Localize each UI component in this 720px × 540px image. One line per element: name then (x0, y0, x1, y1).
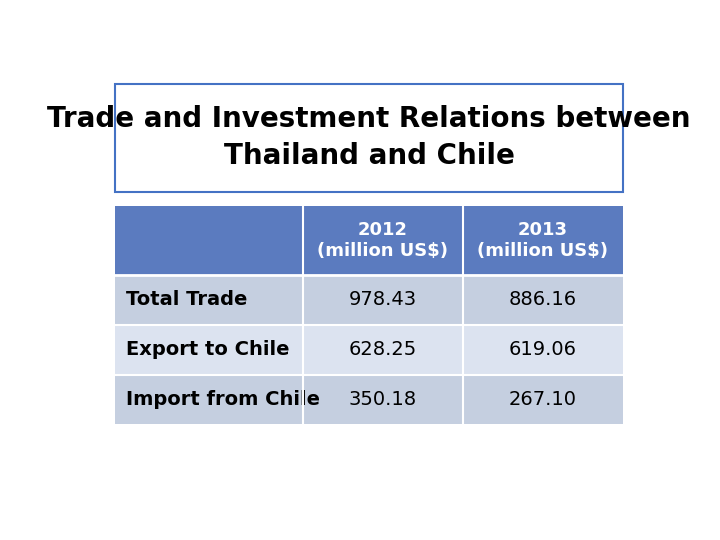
Bar (115, 275, 303, 325)
Bar (463, 206, 623, 275)
Bar (463, 375, 623, 424)
Text: 350.18: 350.18 (349, 390, 417, 409)
Bar (303, 275, 463, 325)
Bar (303, 375, 463, 424)
Bar (463, 325, 623, 375)
Bar (115, 206, 303, 275)
Text: 267.10: 267.10 (509, 390, 577, 409)
Text: Import from Chile: Import from Chile (126, 390, 320, 409)
Text: 619.06: 619.06 (509, 340, 577, 359)
Text: 2013
(million US$): 2013 (million US$) (477, 221, 608, 260)
Text: 2012
(million US$): 2012 (million US$) (318, 221, 449, 260)
FancyBboxPatch shape (115, 84, 623, 192)
Bar (115, 375, 303, 424)
Text: 886.16: 886.16 (509, 290, 577, 309)
Text: 628.25: 628.25 (348, 340, 417, 359)
Bar (115, 325, 303, 375)
Text: 978.43: 978.43 (349, 290, 417, 309)
Text: Export to Chile: Export to Chile (126, 340, 289, 359)
Bar (463, 275, 623, 325)
Bar (303, 206, 463, 275)
Text: Trade and Investment Relations between
Thailand and Chile: Trade and Investment Relations between T… (48, 105, 690, 170)
Bar (303, 325, 463, 375)
Text: Total Trade: Total Trade (126, 290, 248, 309)
